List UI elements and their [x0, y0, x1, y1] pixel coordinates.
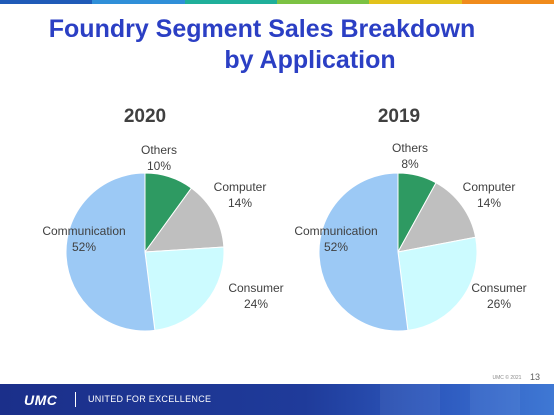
- slice-label-others-2019: Others: [392, 141, 428, 155]
- slide-title: Foundry Segment Sales Breakdown by Appli…: [0, 14, 554, 76]
- pie-slice-communication-2019: [318, 172, 409, 332]
- footer-slogan: UNITED FOR EXCELLENCE: [88, 394, 212, 404]
- footer-note: UMC © 2021 13: [492, 372, 540, 382]
- footer-shade: [470, 384, 520, 415]
- footer-shade: [380, 384, 440, 415]
- slice-label-consumer-2019: Consumer: [471, 281, 526, 295]
- slice-label-communication-2020: Communication: [42, 224, 125, 238]
- slice-label-communication-2019: Communication: [294, 224, 377, 238]
- stripe-segment: [92, 0, 185, 4]
- pie-slice-consumer-2020: [144, 246, 225, 331]
- footer-bar: UMC UNITED FOR EXCELLENCE: [0, 384, 554, 415]
- stripe-segment: [276, 0, 370, 4]
- slice-value-communication-2019: 52%: [324, 240, 348, 254]
- top-color-stripe: [0, 0, 554, 4]
- slice-value-consumer-2019: 26%: [487, 297, 511, 311]
- pie-slice-communication-2020: [65, 172, 156, 332]
- pie-slice-computer-2020: [143, 187, 225, 253]
- footer-divider: [75, 392, 76, 407]
- slice-value-computer-2020: 14%: [228, 196, 252, 210]
- slice-value-others-2020: 10%: [147, 159, 171, 173]
- slice-value-computer-2019: 14%: [477, 196, 501, 210]
- stripe-segment: [0, 0, 93, 4]
- pie-slice-computer-2019: [397, 182, 477, 253]
- slice-label-computer-2020: Computer: [214, 180, 267, 194]
- slice-label-computer-2019: Computer: [463, 180, 516, 194]
- chart-title-2019: 2019: [377, 106, 421, 127]
- page-number: 13: [529, 372, 540, 382]
- chart-title-2020: 2020: [123, 106, 167, 127]
- pie-slice-consumer-2019: [397, 236, 478, 331]
- slice-label-others-2020: Others: [141, 143, 177, 157]
- slice-value-others-2019: 8%: [401, 157, 419, 171]
- slice-value-communication-2020: 52%: [72, 240, 96, 254]
- slide-title-line1: Foundry Segment Sales Breakdown: [48, 15, 476, 43]
- stripe-segment: [369, 0, 462, 4]
- slide-title-line2: by Application: [224, 46, 396, 74]
- stripe-segment: [184, 0, 277, 4]
- slice-label-consumer-2020: Consumer: [228, 281, 283, 295]
- umc-logo: UMC: [24, 392, 58, 408]
- copyright-text: UMC © 2021: [492, 374, 522, 381]
- stripe-segment: [461, 0, 554, 4]
- slice-value-consumer-2020: 24%: [244, 297, 268, 311]
